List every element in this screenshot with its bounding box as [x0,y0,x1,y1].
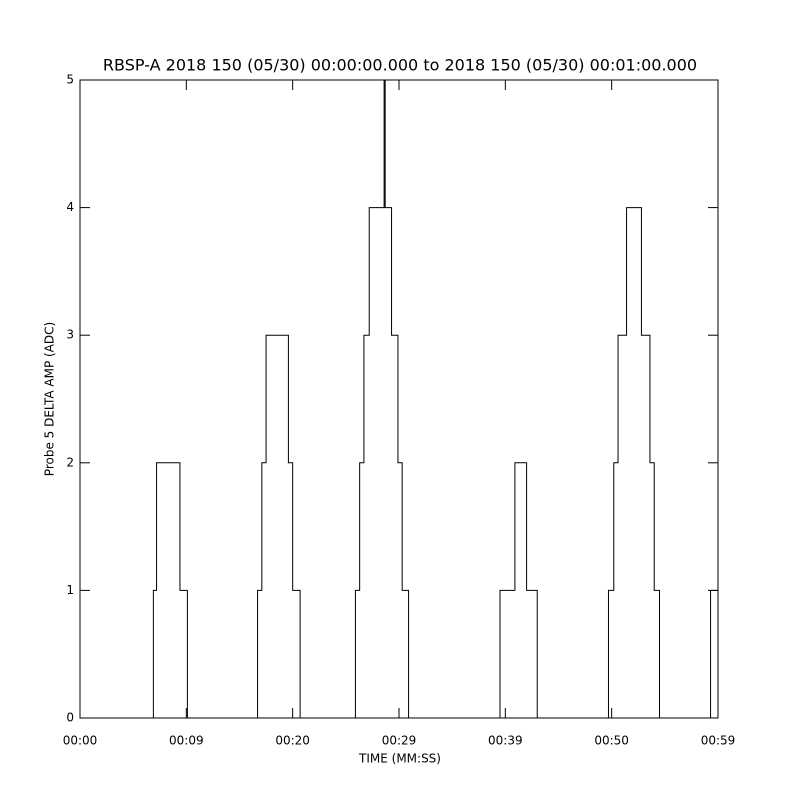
chart-title: RBSP-A 2018 150 (05/30) 00:00:00.000 to … [103,56,697,75]
x-tick-label: 00:09 [169,734,204,748]
y-tick-label: 5 [66,73,74,87]
y-tick-label: 2 [66,455,74,469]
x-axis-label: TIME (MM:SS) [358,752,441,766]
y-tick-label: 4 [66,200,74,214]
x-tick-label: 00:00 [63,734,98,748]
x-tick-label: 00:29 [382,734,417,748]
x-tick-label: 00:39 [488,734,523,748]
data-line [80,79,718,719]
y-axis-label: Probe 5 DELTA AMP (ADC) [43,322,57,476]
y-tick-label: 1 [66,583,74,597]
y-tick-label: 0 [66,711,74,725]
x-tick-label: 00:20 [275,734,310,748]
x-tick-label: 00:59 [701,734,736,748]
y-tick-label: 3 [66,328,74,342]
x-tick-label: 00:50 [594,734,629,748]
